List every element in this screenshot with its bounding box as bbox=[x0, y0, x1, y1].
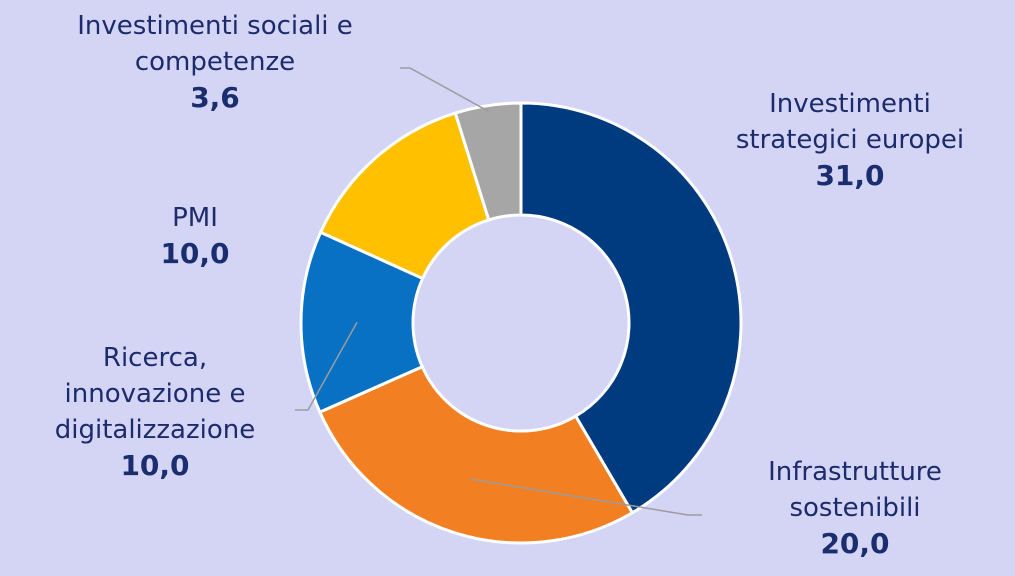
slice-label: Investimenti strategici europei bbox=[735, 89, 965, 155]
slice-label: Investimenti sociali e competenze bbox=[77, 11, 353, 77]
slice-value: 10,0 bbox=[120, 449, 190, 482]
slice-value: 20,0 bbox=[820, 527, 890, 560]
slice-strategic-investments bbox=[519, 101, 743, 515]
slice-social-investments bbox=[453, 101, 523, 222]
leader-line bbox=[400, 67, 490, 113]
slice-label: Ricerca, innovazione e digitalizzazione bbox=[54, 343, 256, 445]
slice-value: 31,0 bbox=[815, 159, 885, 192]
slice-sustainable-infrastructure bbox=[317, 364, 635, 545]
leader-line bbox=[295, 321, 358, 411]
leader-line bbox=[470, 478, 702, 516]
slice-value: 3,6 bbox=[190, 81, 240, 114]
label-research-innovation: Ricerca, innovazione e digitalizzazione … bbox=[20, 340, 290, 484]
slice-label: PMI bbox=[172, 203, 218, 233]
label-social-investments: Investimenti sociali e competenze 3,6 bbox=[20, 8, 410, 116]
slice-value: 10,0 bbox=[160, 237, 230, 270]
label-sme: PMI 10,0 bbox=[115, 200, 275, 272]
label-strategic-investments: Investimenti strategici europei 31,0 bbox=[690, 86, 1010, 194]
slice-label: Infrastrutture sostenibili bbox=[768, 457, 942, 523]
label-sustainable-infrastructure: Infrastrutture sostenibili 20,0 bbox=[715, 454, 995, 562]
